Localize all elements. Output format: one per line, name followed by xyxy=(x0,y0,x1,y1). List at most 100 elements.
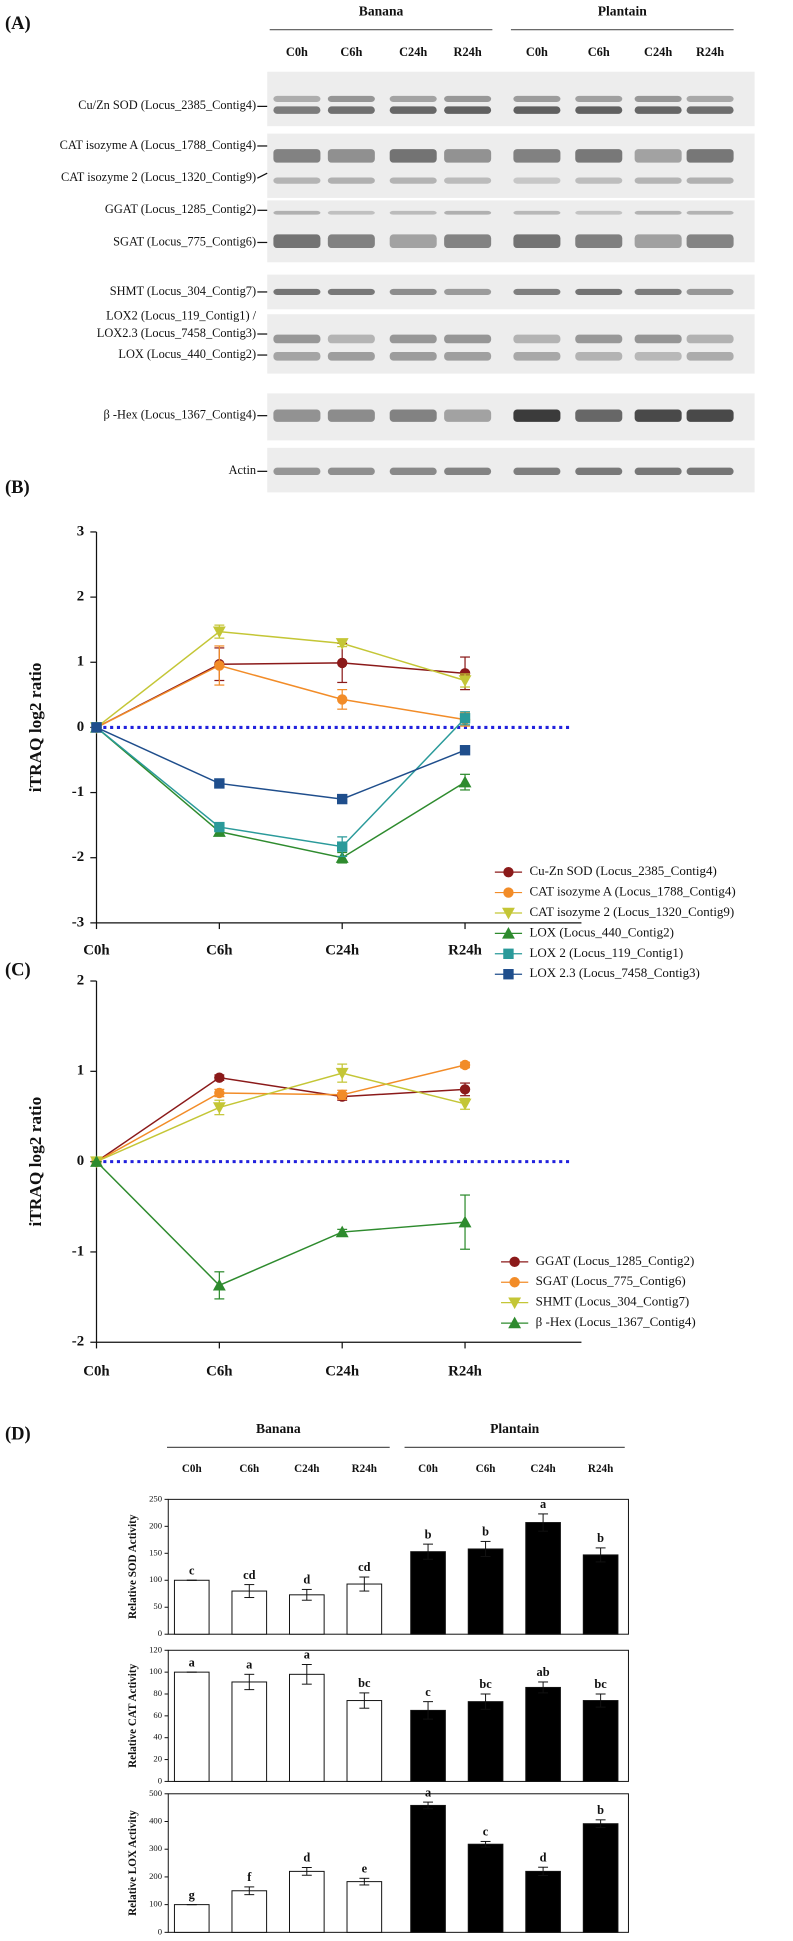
band xyxy=(575,351,623,361)
row-label: β -Hex (Locus_1367_Contig4) xyxy=(104,408,257,422)
series-line xyxy=(95,1161,466,1287)
series-line xyxy=(96,1072,466,1163)
series-line xyxy=(96,726,466,859)
x-tick-label: C0h xyxy=(418,1463,439,1475)
band xyxy=(634,106,682,114)
band xyxy=(634,467,682,476)
point xyxy=(214,778,225,789)
band xyxy=(513,409,561,422)
bar xyxy=(525,1870,561,1933)
y-tick-label: 20 xyxy=(153,1754,162,1764)
lane-label: C24h xyxy=(399,45,427,59)
band xyxy=(389,334,437,344)
x-tick-label: C6h xyxy=(239,1463,260,1475)
band xyxy=(444,234,492,249)
point xyxy=(336,1089,348,1100)
x-tick-label: C24h xyxy=(530,1463,556,1475)
point xyxy=(458,675,472,687)
significance-letter: b xyxy=(482,1525,489,1539)
band xyxy=(634,149,682,163)
y-tick-label: -2 xyxy=(72,849,84,865)
band xyxy=(686,95,734,103)
x-tick-label: C0h xyxy=(83,943,110,959)
point xyxy=(459,1059,471,1071)
significance-letter: cd xyxy=(243,1568,255,1582)
band xyxy=(389,288,437,296)
blot xyxy=(267,314,755,374)
band xyxy=(444,351,492,361)
significance-letter: b xyxy=(425,1527,432,1541)
y-tick-label: 1 xyxy=(77,1063,84,1079)
x-tick-label: C6h xyxy=(206,1363,233,1379)
band xyxy=(389,95,437,103)
significance-letter: a xyxy=(189,1655,195,1669)
significance-letter: g xyxy=(189,1888,196,1902)
band xyxy=(273,177,321,184)
row-label: LOX (Locus_440_Contig2) xyxy=(118,347,256,361)
x-tick-label: C24h xyxy=(325,1363,360,1379)
y-tick-label: 500 xyxy=(149,1788,162,1798)
band xyxy=(444,210,492,215)
lane-label: C0h xyxy=(526,45,548,59)
legend-label: LOX (Locus_440_Contig2) xyxy=(529,924,673,939)
band xyxy=(634,177,682,184)
legend-label: SGAT (Locus_775_Contig6) xyxy=(536,1273,686,1288)
band xyxy=(513,95,561,103)
group-label: Banana xyxy=(359,3,404,18)
y-axis-label: Relative CAT Activity xyxy=(127,1663,139,1767)
significance-letter: bc xyxy=(358,1676,371,1690)
point xyxy=(458,1098,472,1111)
band xyxy=(634,334,682,344)
band xyxy=(513,210,561,215)
legend-marker xyxy=(503,866,514,878)
row-label: GGAT (Locus_1285_Contig2) xyxy=(105,202,256,216)
blot xyxy=(267,71,755,127)
band xyxy=(686,177,734,184)
band xyxy=(389,149,437,163)
band xyxy=(575,177,623,184)
band xyxy=(273,106,321,114)
band xyxy=(686,149,734,163)
band xyxy=(389,177,437,184)
bar xyxy=(173,1671,210,1782)
band xyxy=(327,177,375,184)
x-tick-label: R24h xyxy=(352,1463,378,1475)
bar xyxy=(467,1548,504,1635)
significance-letter: c xyxy=(189,1563,195,1577)
lane-label: R24h xyxy=(454,45,482,59)
band xyxy=(686,210,734,215)
bar xyxy=(288,1673,325,1782)
point xyxy=(214,660,225,671)
y-axis-label: iTRAQ log2 ratio xyxy=(26,663,45,793)
row-pointer xyxy=(257,172,268,179)
legend-marker xyxy=(503,887,514,898)
y-tick-label: 100 xyxy=(149,1574,162,1584)
band xyxy=(513,177,561,184)
band xyxy=(327,210,375,215)
band xyxy=(273,467,321,476)
point xyxy=(90,1155,103,1167)
band xyxy=(327,234,375,249)
band xyxy=(575,288,623,296)
y-tick-label: 0 xyxy=(158,1775,162,1785)
band xyxy=(634,351,682,361)
y-tick-label: 0 xyxy=(158,1628,162,1638)
significance-letter: bc xyxy=(479,1677,492,1691)
band xyxy=(444,288,492,296)
y-tick-label: 2 xyxy=(77,972,84,988)
band xyxy=(273,95,321,103)
significance-letter: d xyxy=(303,1573,310,1587)
y-tick-label: 150 xyxy=(149,1547,162,1557)
y-tick-label: 200 xyxy=(149,1520,162,1530)
band xyxy=(327,106,375,114)
significance-letter: f xyxy=(247,1870,252,1884)
row-label: Cu/Zn SOD (Locus_2385_Contig4) xyxy=(78,98,256,112)
band xyxy=(686,409,734,422)
band xyxy=(513,288,561,296)
group-label: Plantain xyxy=(598,3,648,18)
significance-letter: cd xyxy=(358,1560,370,1574)
band xyxy=(634,288,682,296)
y-axis-label: Relative SOD Activity xyxy=(127,1514,139,1619)
panel-label: (B) xyxy=(5,477,30,498)
series-line xyxy=(96,726,466,800)
